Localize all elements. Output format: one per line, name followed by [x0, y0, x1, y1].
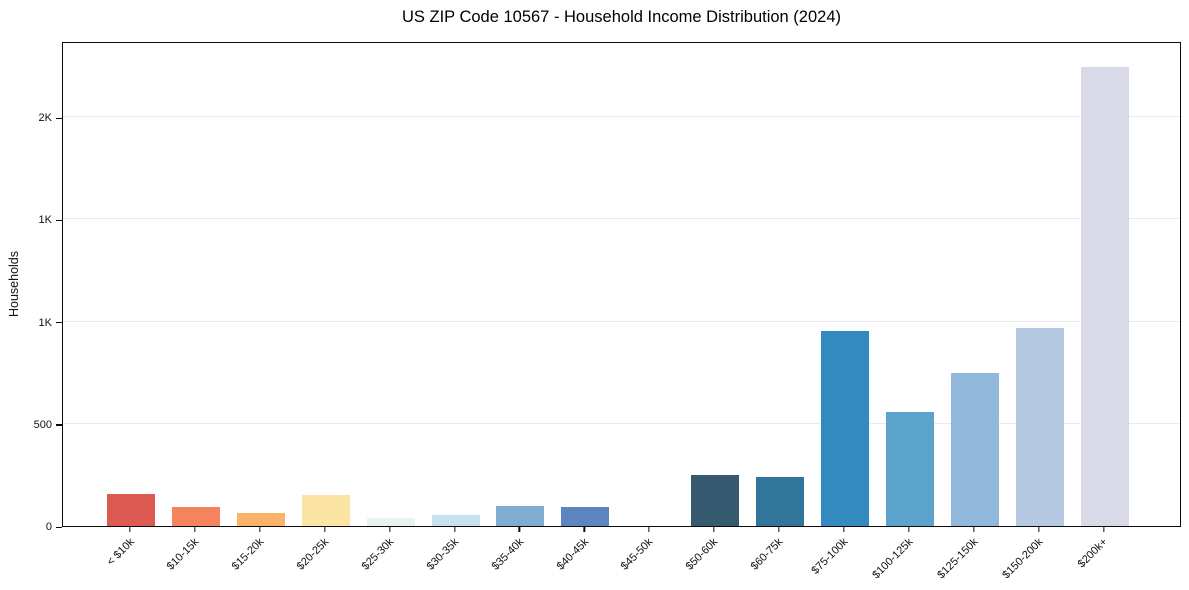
bar-$40-45k [561, 507, 610, 526]
bar-< $10k [107, 494, 155, 526]
x-tick-mark [194, 527, 196, 532]
x-tick-mark [843, 527, 845, 532]
x-tick-mark [129, 527, 131, 532]
x-tick-mark [1102, 527, 1105, 532]
y-tick-mark [56, 526, 62, 528]
y-tick-label: 1K [38, 316, 52, 329]
x-tick-label: $45-50k [619, 536, 656, 573]
bar-$15-20k [236, 512, 285, 526]
x-tick-mark [648, 527, 650, 532]
bar-$10-15k [171, 506, 220, 526]
x-tick-mark [453, 527, 456, 532]
x-tick-mark [324, 527, 326, 532]
y-tick-label: 0 [45, 521, 52, 533]
bar-$20-25k [301, 495, 350, 526]
x-tick-label: < $10k [104, 536, 137, 569]
x-tick-mark [973, 527, 975, 532]
gridline [63, 320, 1180, 322]
bar-$25-30k [366, 517, 415, 526]
bar-$125-150k [950, 372, 999, 526]
y-tick-label: 500 [33, 418, 52, 431]
x-tick-label: $125-150k [934, 536, 981, 582]
x-tick-label: $10-15k [164, 536, 202, 573]
plot-area [62, 42, 1181, 527]
x-tick-label: $20-25k [294, 536, 332, 573]
x-tick-label: $50-60k [683, 536, 721, 573]
x-tick-mark [713, 527, 715, 532]
chart-title: US ZIP Code 10567 - Household Income Dis… [401, 8, 841, 26]
gridline [63, 116, 1180, 118]
bar-$200k+ [1080, 66, 1129, 526]
y-axis-label: Households [7, 250, 21, 318]
gridline [63, 218, 1180, 220]
bar-$100-125k [885, 412, 934, 526]
x-tick-label: $40-45k [554, 536, 591, 573]
x-tick-mark [1037, 527, 1040, 532]
x-tick-label: $60-75k [748, 536, 786, 573]
x-tick-label: $150-200k [999, 536, 1046, 582]
y-tick-mark [56, 424, 62, 426]
x-tick-label: $75-100k [809, 536, 851, 577]
y-tick-mark [56, 219, 62, 222]
bar-$30-35k [431, 515, 480, 526]
x-tick-mark [388, 527, 391, 532]
gridline [63, 422, 1180, 424]
y-tick-mark [56, 117, 62, 119]
x-tick-mark [259, 527, 261, 532]
x-tick-label: $35-40k [489, 536, 526, 573]
bar-$35-40k [496, 505, 545, 526]
y-tick-mark [56, 322, 62, 324]
bar-$50-60k [691, 474, 740, 526]
x-tick-mark [518, 527, 521, 532]
x-tick-label: $25-30k [359, 536, 397, 573]
x-tick-label: $30-35k [424, 536, 461, 573]
x-tick-label: $100-125k [870, 536, 916, 582]
bar-$75-100k [820, 331, 869, 526]
bar-$150-200k [1015, 328, 1064, 526]
y-tick-label: 1K [38, 214, 52, 227]
x-tick-mark [778, 527, 780, 532]
y-tick-label: 2K [38, 112, 52, 125]
x-tick-mark [908, 527, 910, 532]
x-tick-label: $15-20k [229, 536, 267, 573]
x-tick-label: $200k+ [1075, 536, 1110, 571]
x-tick-mark [583, 527, 585, 532]
bar-$60-75k [756, 477, 804, 526]
